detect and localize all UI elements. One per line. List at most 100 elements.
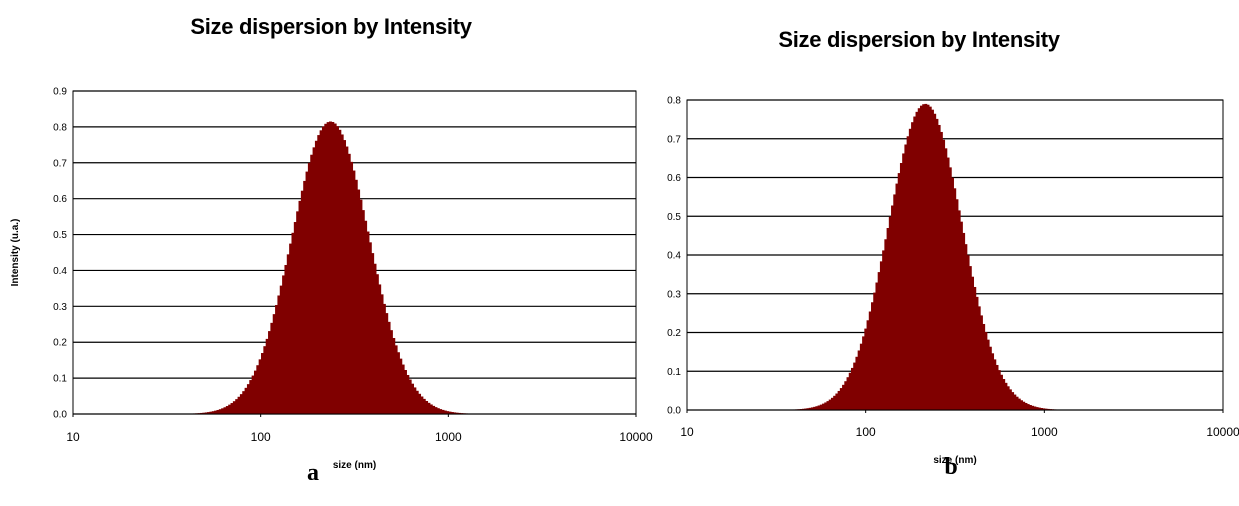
x-axis-label: size (nm)	[933, 455, 976, 466]
histogram-bar	[944, 148, 948, 410]
histogram-bar	[232, 401, 236, 414]
histogram-bar	[223, 407, 227, 414]
chart-title: Size dispersion by Intensity	[190, 14, 472, 39]
histogram-bar	[392, 337, 396, 414]
histogram-bar	[928, 106, 932, 410]
histogram-bar	[380, 294, 384, 414]
chart-b: 0.0 0.1 0.2 0.3 0.4 0.5 0.6 0.7 0.8 10 100 1000 1000…	[667, 96, 1239, 467]
histogram-bar	[1013, 394, 1017, 410]
histogram-bar	[209, 411, 213, 414]
histogram-bar	[844, 381, 848, 410]
histogram-bar	[937, 124, 941, 410]
histogram-bar	[312, 147, 316, 415]
histogram-bar	[1022, 401, 1026, 410]
y-tick-label: 0.2	[667, 328, 681, 339]
histogram-bar	[835, 393, 839, 410]
y-tick-label: 0.3	[667, 289, 681, 300]
histogram-bar	[300, 190, 304, 414]
histogram-bar	[1026, 404, 1030, 410]
histogram-bar	[884, 239, 888, 410]
histogram-bar	[877, 272, 881, 410]
x-tick-label: 1000	[1031, 425, 1058, 439]
histogram-bar	[354, 179, 358, 414]
histogram-bar	[268, 331, 271, 414]
histogram-bar	[980, 315, 983, 410]
histogram-bar	[1035, 407, 1039, 410]
histogram-bar	[347, 153, 351, 414]
histogram-bar	[275, 305, 279, 414]
histogram-bar	[394, 345, 398, 414]
histogram-bar	[425, 400, 429, 414]
histogram-bar	[385, 313, 389, 414]
histogram-bar	[404, 370, 407, 414]
histogram-bar	[815, 406, 819, 410]
histogram-bar	[986, 339, 990, 410]
histogram-bar	[1009, 389, 1012, 410]
y-tick-label: 0.4	[53, 266, 67, 277]
histogram-bar	[806, 408, 810, 410]
x-tick-label: 10	[66, 430, 80, 444]
chart-panel-a: Size dispersion by Intensity 0.0 0.1 0.2 0.…	[10, 14, 653, 486]
histogram-bar	[951, 177, 954, 410]
histogram-bar	[307, 162, 311, 414]
histogram-bar	[333, 123, 337, 414]
histogram-bar	[966, 255, 970, 410]
y-tick-label: 0.7	[667, 134, 681, 145]
histogram-bar	[913, 116, 917, 411]
histogram-bar	[1011, 392, 1015, 410]
histogram-bar	[822, 403, 825, 410]
chart-panel-b: Size dispersion by Intensity 0.0 0.1 0.2 0.…	[620, 0, 1239, 506]
histogram-bar	[859, 343, 863, 410]
histogram-bar	[888, 216, 892, 410]
histogram-bar	[366, 231, 370, 414]
histogram-bar	[810, 407, 814, 410]
histogram-bar	[968, 266, 972, 410]
histogram-bar	[284, 264, 288, 414]
histogram-bar	[251, 375, 255, 414]
histogram-bar	[995, 364, 999, 410]
histogram-bar	[272, 314, 276, 414]
y-tick-label: 0.7	[53, 158, 67, 169]
histogram-bar	[216, 409, 220, 414]
histogram-bar	[904, 144, 908, 410]
histogram-bar	[917, 108, 921, 410]
histogram-bar	[314, 140, 318, 415]
histogram-bar	[371, 253, 375, 414]
histogram-bar	[802, 408, 805, 410]
histogram-bar	[242, 391, 246, 414]
histogram-bar	[871, 302, 874, 410]
histogram-bar	[408, 379, 412, 414]
histogram-bar	[328, 121, 332, 414]
histogram-bar	[804, 408, 808, 410]
histogram-bar	[1033, 406, 1037, 410]
histogram-bar	[1004, 382, 1008, 410]
histogram-bar	[1006, 386, 1010, 410]
histogram-bar	[263, 346, 267, 414]
histogram-bar	[343, 140, 347, 414]
histogram-bar	[228, 404, 232, 414]
histogram-bar	[808, 407, 812, 410]
histogram-bar	[833, 395, 837, 410]
histogram-bar	[868, 311, 872, 410]
histogram-bar	[955, 199, 959, 410]
histogram-bar	[848, 372, 852, 410]
histogram-bar	[432, 405, 436, 414]
y-tick-label: 0.9	[53, 87, 67, 98]
histogram-bar	[813, 406, 816, 410]
histogram-bar	[225, 406, 229, 414]
histogram-bar	[977, 306, 981, 410]
histogram-bar	[326, 122, 330, 414]
y-tick-label: 0.2	[53, 338, 67, 349]
y-tick-label: 0.0	[53, 410, 67, 421]
histogram-bar	[261, 353, 264, 414]
histogram-bar	[352, 170, 356, 414]
y-tick-label: 0.6	[53, 194, 67, 205]
histogram-bar	[971, 276, 975, 410]
histogram-bar	[864, 328, 868, 410]
histogram-bar	[982, 323, 986, 410]
histogram-bar	[413, 387, 417, 414]
y-tick-label: 0.5	[667, 212, 681, 223]
histogram-bar	[953, 188, 957, 410]
histogram-bar	[973, 286, 977, 410]
histogram-bar	[436, 408, 440, 414]
